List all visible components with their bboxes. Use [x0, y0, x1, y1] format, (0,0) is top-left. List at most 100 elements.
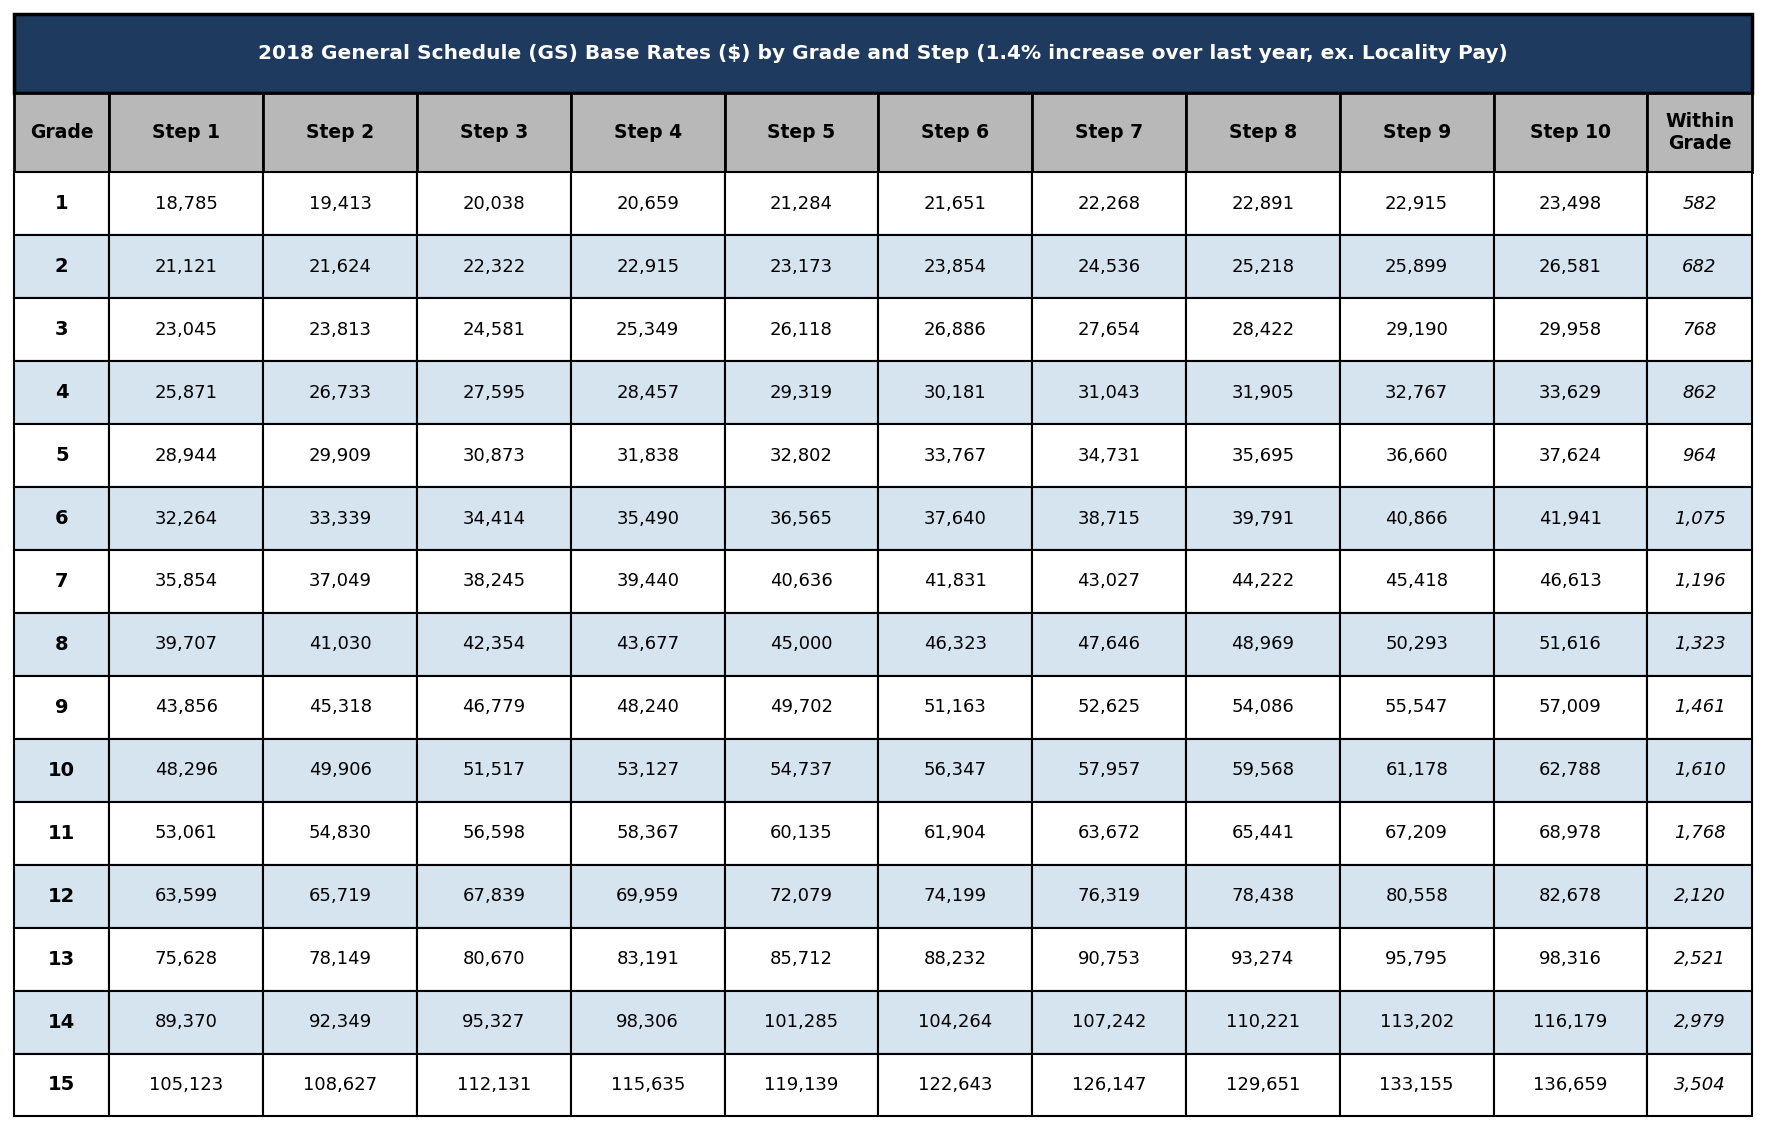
- Bar: [878, 612, 1031, 676]
- Bar: [1340, 739, 1494, 802]
- Text: 49,906: 49,906: [309, 762, 371, 780]
- Text: 51,616: 51,616: [1538, 635, 1602, 653]
- Text: 112,131: 112,131: [457, 1076, 532, 1094]
- Bar: [1494, 612, 1648, 676]
- Bar: [1187, 991, 1340, 1053]
- Text: 46,323: 46,323: [924, 635, 987, 653]
- Bar: [1031, 676, 1187, 739]
- Text: 43,677: 43,677: [616, 635, 680, 653]
- Text: 46,613: 46,613: [1538, 573, 1602, 591]
- Text: 52,625: 52,625: [1077, 698, 1141, 716]
- Bar: [878, 739, 1031, 802]
- Bar: [1494, 991, 1648, 1053]
- Bar: [1187, 928, 1340, 991]
- Text: 76,319: 76,319: [1077, 887, 1141, 905]
- Text: 89,370: 89,370: [155, 1012, 217, 1031]
- Bar: [1187, 864, 1340, 928]
- Bar: [1340, 802, 1494, 864]
- Text: 133,155: 133,155: [1379, 1076, 1453, 1094]
- Bar: [724, 802, 878, 864]
- Text: 25,899: 25,899: [1385, 258, 1448, 276]
- Text: 85,712: 85,712: [770, 950, 834, 968]
- Text: 136,659: 136,659: [1533, 1076, 1607, 1094]
- Bar: [417, 864, 570, 928]
- Bar: [1031, 298, 1187, 362]
- Bar: [1187, 362, 1340, 424]
- Text: 2018 General Schedule (GS) Base Rates ($) by Grade and Step (1.4% increase over : 2018 General Schedule (GS) Base Rates ($…: [258, 44, 1508, 63]
- Text: 95,795: 95,795: [1385, 950, 1448, 968]
- Text: 3,504: 3,504: [1674, 1076, 1725, 1094]
- Text: 62,788: 62,788: [1538, 762, 1602, 780]
- Text: 8: 8: [55, 635, 69, 654]
- Bar: [570, 362, 724, 424]
- Bar: [14, 612, 109, 676]
- Text: 41,030: 41,030: [309, 635, 371, 653]
- Bar: [1494, 1053, 1648, 1116]
- Bar: [1648, 487, 1752, 550]
- Text: 20,659: 20,659: [616, 194, 680, 212]
- Text: 43,856: 43,856: [155, 698, 217, 716]
- Bar: [878, 1053, 1031, 1116]
- Text: 35,854: 35,854: [155, 573, 217, 591]
- Text: 95,327: 95,327: [463, 1012, 526, 1031]
- Text: 23,173: 23,173: [770, 258, 834, 276]
- Text: 80,558: 80,558: [1385, 887, 1448, 905]
- Bar: [1187, 424, 1340, 487]
- Bar: [724, 550, 878, 612]
- Bar: [417, 1053, 570, 1116]
- Text: 15: 15: [48, 1076, 76, 1095]
- Text: 41,831: 41,831: [924, 573, 987, 591]
- Text: 82,678: 82,678: [1538, 887, 1602, 905]
- Text: 36,660: 36,660: [1385, 446, 1448, 464]
- Text: 47,646: 47,646: [1077, 635, 1141, 653]
- Text: 34,414: 34,414: [463, 510, 526, 528]
- Text: 98,316: 98,316: [1538, 950, 1602, 968]
- Bar: [724, 93, 878, 173]
- Bar: [263, 991, 417, 1053]
- Bar: [263, 676, 417, 739]
- Bar: [417, 676, 570, 739]
- Bar: [1340, 864, 1494, 928]
- Bar: [1648, 298, 1752, 362]
- Bar: [14, 1053, 109, 1116]
- Bar: [1340, 424, 1494, 487]
- Bar: [263, 362, 417, 424]
- Bar: [1187, 173, 1340, 235]
- Bar: [724, 739, 878, 802]
- Text: Step 6: Step 6: [922, 123, 989, 142]
- Bar: [724, 362, 878, 424]
- Bar: [1494, 487, 1648, 550]
- Bar: [570, 235, 724, 298]
- Text: 110,221: 110,221: [1226, 1012, 1300, 1031]
- Text: 35,490: 35,490: [616, 510, 680, 528]
- Text: 36,565: 36,565: [770, 510, 834, 528]
- Bar: [1187, 93, 1340, 173]
- Text: 49,702: 49,702: [770, 698, 834, 716]
- Bar: [570, 991, 724, 1053]
- Text: 56,347: 56,347: [924, 762, 987, 780]
- Text: 63,599: 63,599: [155, 887, 217, 905]
- Bar: [1648, 991, 1752, 1053]
- Bar: [570, 802, 724, 864]
- Bar: [417, 173, 570, 235]
- Text: 29,958: 29,958: [1538, 321, 1602, 339]
- Bar: [570, 424, 724, 487]
- Text: 32,802: 32,802: [770, 446, 834, 464]
- Bar: [1187, 802, 1340, 864]
- Text: 45,318: 45,318: [309, 698, 371, 716]
- Text: Step 9: Step 9: [1383, 123, 1450, 142]
- Bar: [1031, 550, 1187, 612]
- Text: 65,441: 65,441: [1231, 824, 1294, 842]
- Text: 126,147: 126,147: [1072, 1076, 1146, 1094]
- Text: 23,045: 23,045: [155, 321, 217, 339]
- Text: 43,027: 43,027: [1077, 573, 1141, 591]
- Text: 60,135: 60,135: [770, 824, 834, 842]
- Bar: [1648, 739, 1752, 802]
- Text: 3: 3: [55, 320, 69, 339]
- Text: 20,038: 20,038: [463, 194, 525, 212]
- Bar: [878, 487, 1031, 550]
- Bar: [724, 1053, 878, 1116]
- Text: 37,049: 37,049: [309, 573, 371, 591]
- Bar: [1031, 235, 1187, 298]
- Bar: [14, 676, 109, 739]
